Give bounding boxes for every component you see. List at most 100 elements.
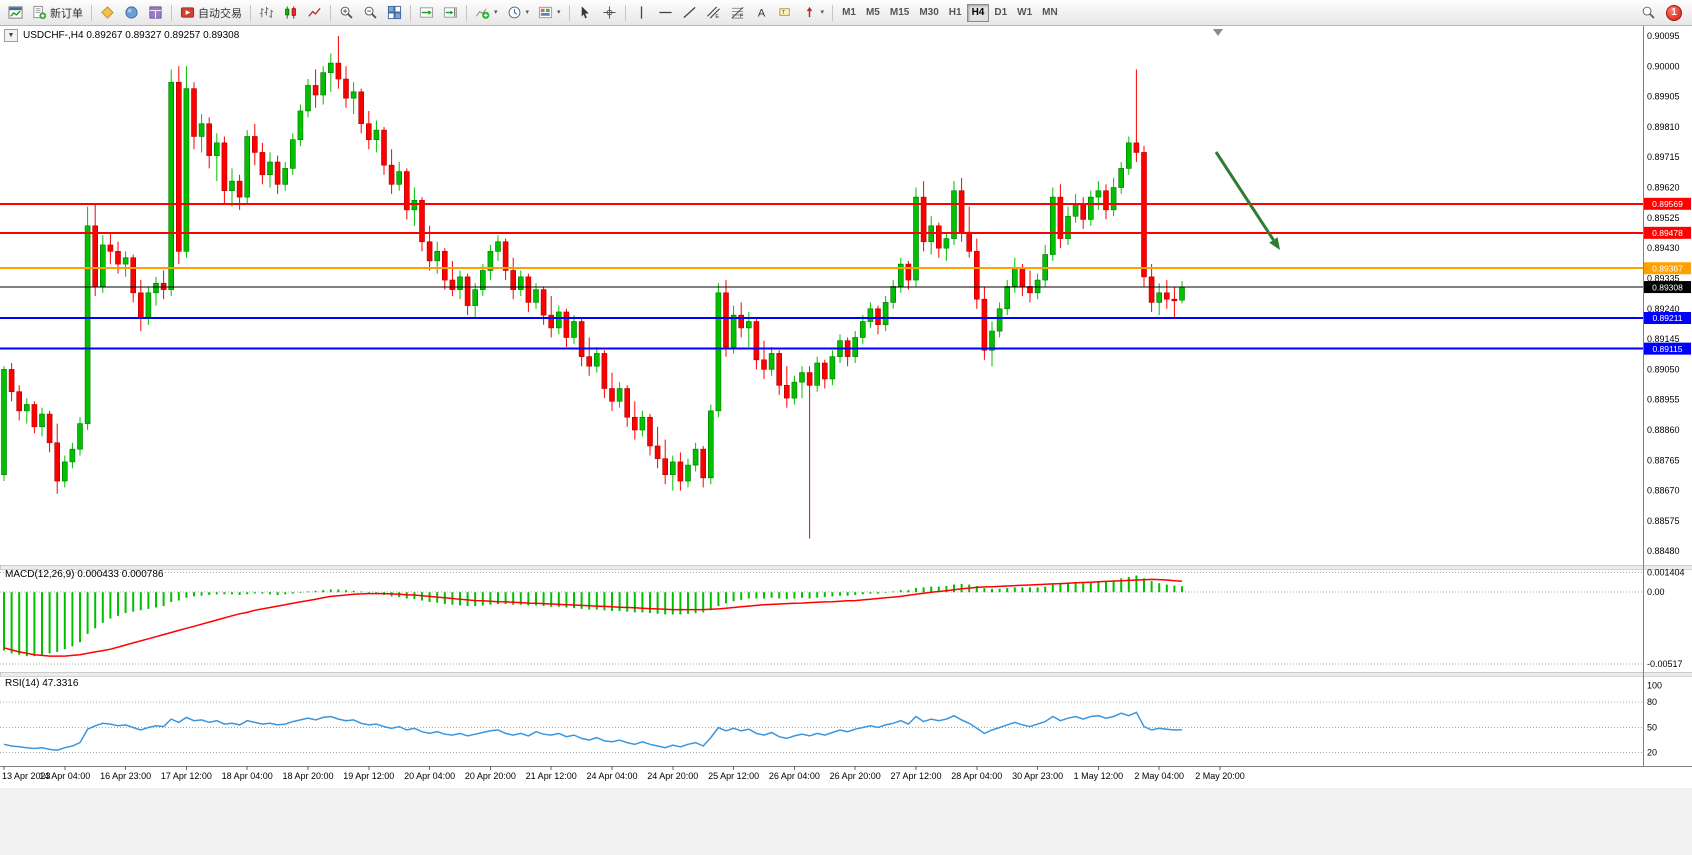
cursor-tool-button[interactable] (574, 3, 597, 23)
search-icon (1642, 6, 1655, 19)
svg-text:24 Apr 20:00: 24 Apr 20:00 (647, 771, 698, 781)
indicators-icon (476, 8, 490, 19)
timeframe-m5-button[interactable]: M5 (861, 4, 885, 22)
text-label-tool-button[interactable]: T (774, 3, 797, 23)
zoom-out-icon (364, 6, 377, 19)
chart-background (0, 26, 1692, 855)
timeframe-w1-button[interactable]: W1 (1012, 4, 1037, 22)
svg-text:13 Apr 2023: 13 Apr 2023 (2, 771, 51, 781)
data-window-button[interactable] (144, 3, 167, 23)
timeframe-mn-button[interactable]: MN (1037, 4, 1063, 22)
svg-text:0.89478: 0.89478 (1652, 228, 1683, 238)
new-order-button[interactable]: 新订单 (28, 3, 87, 23)
new-order-label: 新订单 (50, 7, 83, 20)
line-chart-type-button[interactable] (303, 3, 326, 23)
toolbar-right-group: 1 (1637, 3, 1688, 23)
toolbar-separator (568, 4, 570, 21)
chart-canvas[interactable]: 0.0014040.00-0.005171008050200.900950.90… (0, 26, 1692, 855)
trendline-tool-button[interactable] (678, 3, 701, 23)
market-watch-button[interactable] (120, 3, 143, 23)
svg-text:18 Apr 04:00: 18 Apr 04:00 (222, 771, 273, 781)
chart-shift-marker (1213, 29, 1223, 36)
auto-trading-button[interactable]: 自动交易 (176, 3, 246, 23)
tile-windows-button[interactable] (383, 3, 406, 23)
toolbar: 新订单 自动交易 (0, 0, 1692, 26)
svg-text:1 May 12:00: 1 May 12:00 (1074, 771, 1124, 781)
svg-text:0.001404: 0.001404 (1647, 568, 1685, 578)
macd-panel: 0.001404 0.00 -0.00517 (0, 568, 1685, 669)
chart-window[interactable]: 0.001404 0.00 -0.00517 100 80 50 20 0.90095 0.90… (0, 26, 1692, 855)
toolbar-separator (410, 4, 411, 21)
price-tag (1644, 262, 1691, 275)
svg-text:0.90000: 0.90000 (1647, 61, 1680, 71)
svg-text:19 Apr 12:00: 19 Apr 12:00 (343, 771, 394, 781)
svg-text:30 Apr 23:00: 30 Apr 23:00 (1012, 771, 1063, 781)
bar-chart-type-button[interactable] (255, 3, 278, 23)
price-tag (1644, 342, 1691, 355)
timeframe-d1-button[interactable]: D1 (989, 4, 1012, 22)
templates-button[interactable]: ▾ (534, 3, 565, 23)
metaeditor-icon (101, 6, 114, 19)
svg-text:16 Apr 23:00: 16 Apr 23:00 (100, 771, 151, 781)
search-button[interactable] (1637, 3, 1660, 23)
price-tag (1644, 281, 1691, 294)
horizontal-line-tool-button[interactable] (654, 3, 677, 23)
svg-text:0.89050: 0.89050 (1647, 364, 1680, 374)
arrow-tools-button[interactable]: ▾ (798, 3, 829, 23)
candlestick-chart-type-button[interactable] (279, 3, 302, 23)
price-tag (1644, 226, 1691, 239)
price-axis[interactable]: 0.90095 0.90000 0.89905 0.89810 0.89715 0.896… (1643, 26, 1680, 766)
svg-text:E: E (715, 14, 719, 20)
svg-text:0.88575: 0.88575 (1647, 516, 1680, 526)
svg-text:0.89905: 0.89905 (1647, 92, 1680, 102)
channel-tool-button[interactable]: E (702, 3, 725, 23)
zoom-in-icon (340, 6, 353, 19)
new-chart-button[interactable] (4, 3, 27, 23)
auto-scroll-icon (419, 7, 434, 18)
chart-shift-button[interactable] (439, 3, 462, 23)
horizontal-line-icon (658, 11, 672, 14)
periods-button[interactable]: ▾ (503, 3, 534, 23)
zoom-in-button[interactable] (335, 3, 358, 23)
text-tool-button[interactable]: A (750, 3, 773, 23)
chevron-down-icon: ▾ (557, 9, 561, 16)
line-chart-icon (308, 7, 321, 17)
market-watch-icon (125, 6, 138, 19)
svg-text:F: F (739, 14, 743, 20)
price-lines (0, 202, 1643, 350)
notification-badge[interactable]: 1 (1666, 4, 1682, 21)
chevron-down-icon: ▾ (494, 9, 498, 16)
svg-text:0.89620: 0.89620 (1647, 183, 1680, 193)
timeframe-h1-button[interactable]: H1 (944, 4, 967, 22)
crosshair-tool-button[interactable] (598, 3, 621, 23)
timeframe-m15-button[interactable]: M15 (885, 4, 914, 22)
svg-text:80: 80 (1647, 697, 1657, 707)
timeframe-m1-button[interactable]: M1 (837, 4, 861, 22)
toolbar-separator (250, 4, 251, 21)
arrow-shape-icon (806, 6, 812, 18)
symbol-dropdown-button[interactable]: ▼ (4, 29, 18, 42)
svg-text:T: T (781, 10, 785, 16)
metaeditor-button[interactable] (96, 3, 119, 23)
timeframe-group: M1 M5 M15 M30 H1 H4 D1 W1 MN (837, 3, 1063, 22)
svg-text:50: 50 (1647, 722, 1657, 732)
svg-text:14 Apr 04:00: 14 Apr 04:00 (39, 771, 90, 781)
fibonacci-tool-button[interactable]: F (726, 3, 749, 23)
indicators-button[interactable]: ▾ (471, 3, 502, 23)
vertical-line-tool-button[interactable] (630, 3, 653, 23)
auto-scroll-button[interactable] (415, 3, 438, 23)
timeframe-m30-button[interactable]: M30 (914, 4, 943, 22)
svg-text:26 Apr 20:00: 26 Apr 20:00 (830, 771, 881, 781)
auto-trading-icon (180, 7, 195, 18)
toolbar-separator (466, 4, 467, 21)
trend-arrow (1214, 151, 1275, 241)
tile-windows-icon (387, 5, 402, 20)
svg-text:18 Apr 20:00: 18 Apr 20:00 (282, 771, 333, 781)
clock-icon (508, 6, 520, 19)
zoom-out-button[interactable] (359, 3, 382, 23)
svg-text:24 Apr 04:00: 24 Apr 04:00 (586, 771, 637, 781)
timeframe-h4-button[interactable]: H4 (966, 3, 990, 22)
candles (1, 35, 1185, 539)
